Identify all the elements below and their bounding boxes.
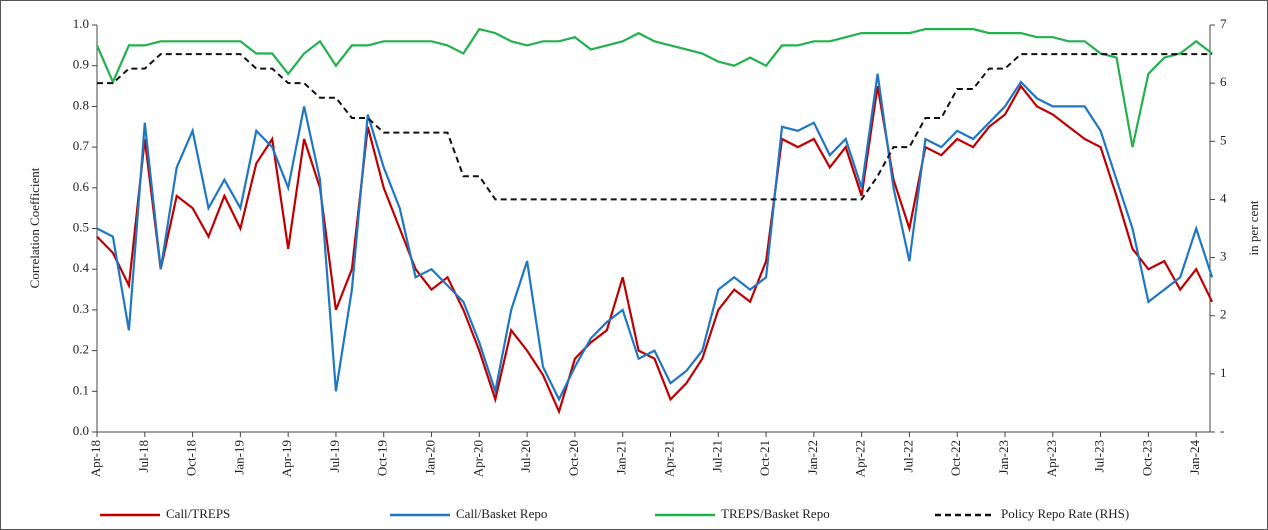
y-tick-label: 0.8 — [73, 97, 89, 112]
legend-label: Call/Basket Repo — [456, 506, 547, 521]
x-tick-label: Oct-19 — [375, 440, 390, 476]
y2-tick-label: 2 — [1220, 307, 1227, 322]
x-tick-label: Apr-22 — [853, 440, 868, 477]
y-tick-label: 0.3 — [73, 301, 89, 316]
x-tick-label: Jan-21 — [614, 440, 629, 475]
x-tick-label: Jul-23 — [1092, 440, 1107, 473]
y2-tick-label: - — [1220, 423, 1224, 438]
x-tick-label: Jan-22 — [805, 440, 820, 475]
y-tick-label: 1.0 — [73, 16, 89, 31]
x-tick-label: Oct-23 — [1139, 440, 1154, 476]
x-tick-label: Jan-19 — [231, 440, 246, 475]
x-tick-label: Apr-23 — [1044, 440, 1059, 477]
y2-tick-label: 4 — [1220, 190, 1227, 205]
x-tick-label: Jan-20 — [423, 440, 438, 475]
legend-label: TREPS/Basket Repo — [721, 506, 830, 521]
y2-tick-label: 3 — [1220, 249, 1227, 264]
x-tick-label: Jul-19 — [327, 440, 342, 473]
x-tick-label: Oct-20 — [566, 440, 581, 476]
x-tick-label: Jul-22 — [900, 440, 915, 473]
y-axis-label: Correlation Coefficient — [27, 167, 42, 288]
x-tick-label: Apr-19 — [279, 440, 294, 477]
y2-axis-label: in per cent — [1246, 200, 1261, 255]
x-tick-label: Jul-21 — [709, 440, 724, 473]
y-tick-label: 0.6 — [73, 179, 90, 194]
x-tick-label: Apr-20 — [470, 440, 485, 477]
x-tick-label: Jan-24 — [1187, 440, 1202, 475]
x-tick-label: Jul-18 — [136, 440, 151, 473]
x-tick-label: Oct-18 — [184, 440, 199, 476]
y-tick-label: 0.7 — [73, 138, 90, 153]
y-tick-label: 0.0 — [73, 423, 89, 438]
x-tick-label: Jul-20 — [518, 440, 533, 473]
series-line — [97, 53, 1213, 201]
y2-tick-label: 7 — [1220, 16, 1227, 31]
legend-label: Policy Repo Rate (RHS) — [1001, 506, 1129, 521]
x-tick-label: Apr-21 — [661, 440, 676, 477]
y-tick-label: 0.1 — [73, 382, 89, 397]
y-tick-label: 0.2 — [73, 342, 89, 357]
series-line — [96, 84, 1214, 415]
y2-tick-label: 6 — [1220, 74, 1227, 89]
y-tick-label: 0.9 — [73, 57, 89, 72]
x-tick-label: Oct-21 — [757, 440, 772, 476]
x-tick-label: Jan-23 — [996, 440, 1011, 475]
series-line — [96, 73, 1214, 402]
y-tick-label: 0.4 — [73, 260, 90, 275]
x-tick-label: Apr-18 — [88, 440, 103, 477]
series-line — [95, 27, 1213, 148]
legend-label: Call/TREPS — [166, 506, 230, 521]
y2-tick-label: 1 — [1220, 365, 1227, 380]
y2-tick-label: 5 — [1220, 132, 1227, 147]
x-tick-label: Oct-22 — [948, 440, 963, 476]
y-tick-label: 0.5 — [73, 219, 89, 234]
